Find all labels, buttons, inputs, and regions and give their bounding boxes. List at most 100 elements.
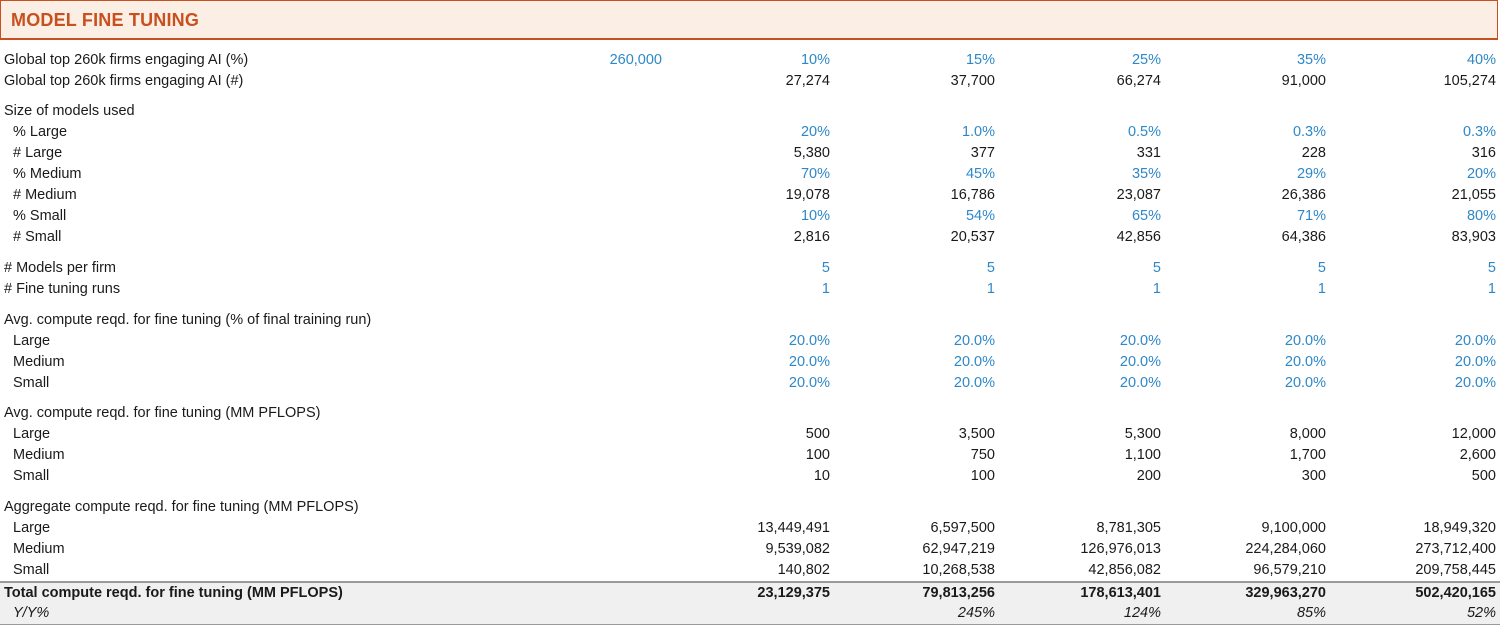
- cell: 13,449,491: [757, 520, 830, 536]
- cell: 5: [1317, 260, 1326, 276]
- cell: 20.0%: [788, 354, 830, 370]
- cell: 54%: [965, 208, 995, 224]
- cell: 66,274: [1116, 73, 1161, 89]
- cell: 29%: [1296, 166, 1326, 182]
- cell: 62,947,219: [922, 541, 995, 557]
- cell: 71%: [1296, 208, 1326, 224]
- row-avg-pct-large: Large 20.0% 20.0% 20.0% 20.0% 20.0%: [0, 331, 1500, 352]
- cell: 1: [1487, 281, 1496, 297]
- cell: 20.0%: [1119, 354, 1161, 370]
- cell: 18,949,320: [1423, 520, 1496, 536]
- cell: 5,380: [793, 145, 830, 161]
- group-heading: Avg. compute reqd. for fine tuning (MM P…: [4, 405, 321, 421]
- cell: 0.3%: [1462, 124, 1496, 140]
- cell: 245%: [957, 605, 995, 621]
- cell: 20.0%: [1284, 354, 1326, 370]
- cell: 20.0%: [788, 375, 830, 391]
- row-agg-header: Aggregate compute reqd. for fine tuning …: [0, 497, 1500, 518]
- row-label: % Large: [13, 124, 68, 140]
- cell: 1: [1317, 281, 1326, 297]
- cell: 65%: [1131, 208, 1161, 224]
- cell: 10,268,538: [922, 562, 995, 578]
- row-avg-mm-large: Large 500 3,500 5,300 8,000 12,000: [0, 424, 1500, 445]
- cell: 377: [970, 145, 995, 161]
- cell: 20.0%: [1454, 333, 1496, 349]
- row-firms-num: Global top 260k firms engaging AI (#) 27…: [0, 71, 1500, 92]
- cell: 1: [1152, 281, 1161, 297]
- cell: 12,000: [1451, 426, 1496, 442]
- cell: 80%: [1466, 208, 1496, 224]
- cell: 9,539,082: [765, 541, 830, 557]
- cell: 20.0%: [1454, 354, 1496, 370]
- cell: 1: [986, 281, 995, 297]
- row-num-medium: # Medium 19,078 16,786 23,087 26,386 21,…: [0, 185, 1500, 206]
- cell: 5: [821, 260, 830, 276]
- row-label: % Medium: [13, 166, 82, 182]
- row-agg-large: Large 13,449,491 6,597,500 8,781,305 9,1…: [0, 518, 1500, 539]
- row-models-per-firm: # Models per firm 5 5 5 5 5: [0, 258, 1500, 279]
- row-avg-pct-small: Small 20.0% 20.0% 20.0% 20.0% 20.0%: [0, 373, 1500, 394]
- cell: 1,700: [1289, 447, 1326, 463]
- row-pct-medium: % Medium 70% 45% 35% 29% 20%: [0, 164, 1500, 185]
- cell: 23,087: [1116, 187, 1161, 203]
- cell: 750: [970, 447, 995, 463]
- cell: 209,758,445: [1415, 562, 1496, 578]
- cell: 20.0%: [1454, 375, 1496, 391]
- row-label: Medium: [13, 541, 65, 557]
- row-label: # Large: [13, 145, 63, 161]
- cell: 83,903: [1451, 229, 1496, 245]
- cell: 25%: [1131, 52, 1161, 68]
- row-total: Total compute reqd. for fine tuning (MM …: [0, 581, 1500, 604]
- row-num-small: # Small 2,816 20,537 42,856 64,386 83,90…: [0, 227, 1500, 248]
- cell: 10%: [800, 208, 830, 224]
- cell: 20.0%: [953, 375, 995, 391]
- cell: 329,963,270: [1245, 585, 1326, 601]
- cell: 85%: [1296, 605, 1326, 621]
- cell: 5: [1487, 260, 1496, 276]
- cell: 105,274: [1443, 73, 1496, 89]
- cell: 20.0%: [1284, 333, 1326, 349]
- cell: 21,055: [1451, 187, 1496, 203]
- cell: 2,816: [793, 229, 830, 245]
- cell: 3,500: [958, 426, 995, 442]
- cell: 15%: [965, 52, 995, 68]
- cell: 178,613,401: [1080, 585, 1161, 601]
- cell: 19,078: [785, 187, 830, 203]
- row-label: Small: [13, 375, 50, 391]
- cell: 300: [1301, 468, 1326, 484]
- cell: 10: [813, 468, 830, 484]
- cell: 1: [821, 281, 830, 297]
- section-title: MODEL FINE TUNING: [11, 10, 200, 30]
- row-avg-mm-header: Avg. compute reqd. for fine tuning (MM P…: [0, 403, 1500, 424]
- row-yoy: Y/Y% 245% 124% 85% 52%: [0, 603, 1500, 625]
- cell: 124%: [1123, 605, 1161, 621]
- row-label: Large: [13, 520, 51, 536]
- cell: 20.0%: [953, 333, 995, 349]
- cell: 126,976,013: [1080, 541, 1161, 557]
- row-label: # Small: [13, 229, 62, 245]
- cell: 10%: [800, 52, 830, 68]
- cell: 500: [805, 426, 830, 442]
- cell: 35%: [1131, 166, 1161, 182]
- cell: 20.0%: [953, 354, 995, 370]
- cell: 64,386: [1281, 229, 1326, 245]
- cell: 200: [1136, 468, 1161, 484]
- cell: 500: [1471, 468, 1496, 484]
- row-avg-mm-small: Small 10 100 200 300 500: [0, 466, 1500, 487]
- row-firms-pct: Global top 260k firms engaging AI (%) 26…: [0, 50, 1500, 71]
- cell: 1.0%: [961, 124, 995, 140]
- row-label: Medium: [13, 354, 65, 370]
- cell: 70%: [800, 166, 830, 182]
- cell: 16,786: [950, 187, 995, 203]
- cell: 37,700: [950, 73, 995, 89]
- row-agg-small: Small 140,802 10,268,538 42,856,082 96,5…: [0, 560, 1500, 581]
- cell: 26,386: [1281, 187, 1326, 203]
- row-avg-pct-header: Avg. compute reqd. for fine tuning (% of…: [0, 310, 1500, 331]
- cell: 273,712,400: [1415, 541, 1496, 557]
- cell: 45%: [965, 166, 995, 182]
- cell: 42,856,082: [1088, 562, 1161, 578]
- group-heading: Aggregate compute reqd. for fine tuning …: [4, 499, 359, 515]
- cell: 100: [805, 447, 830, 463]
- cell: 42,856: [1116, 229, 1161, 245]
- cell: 224,284,060: [1245, 541, 1326, 557]
